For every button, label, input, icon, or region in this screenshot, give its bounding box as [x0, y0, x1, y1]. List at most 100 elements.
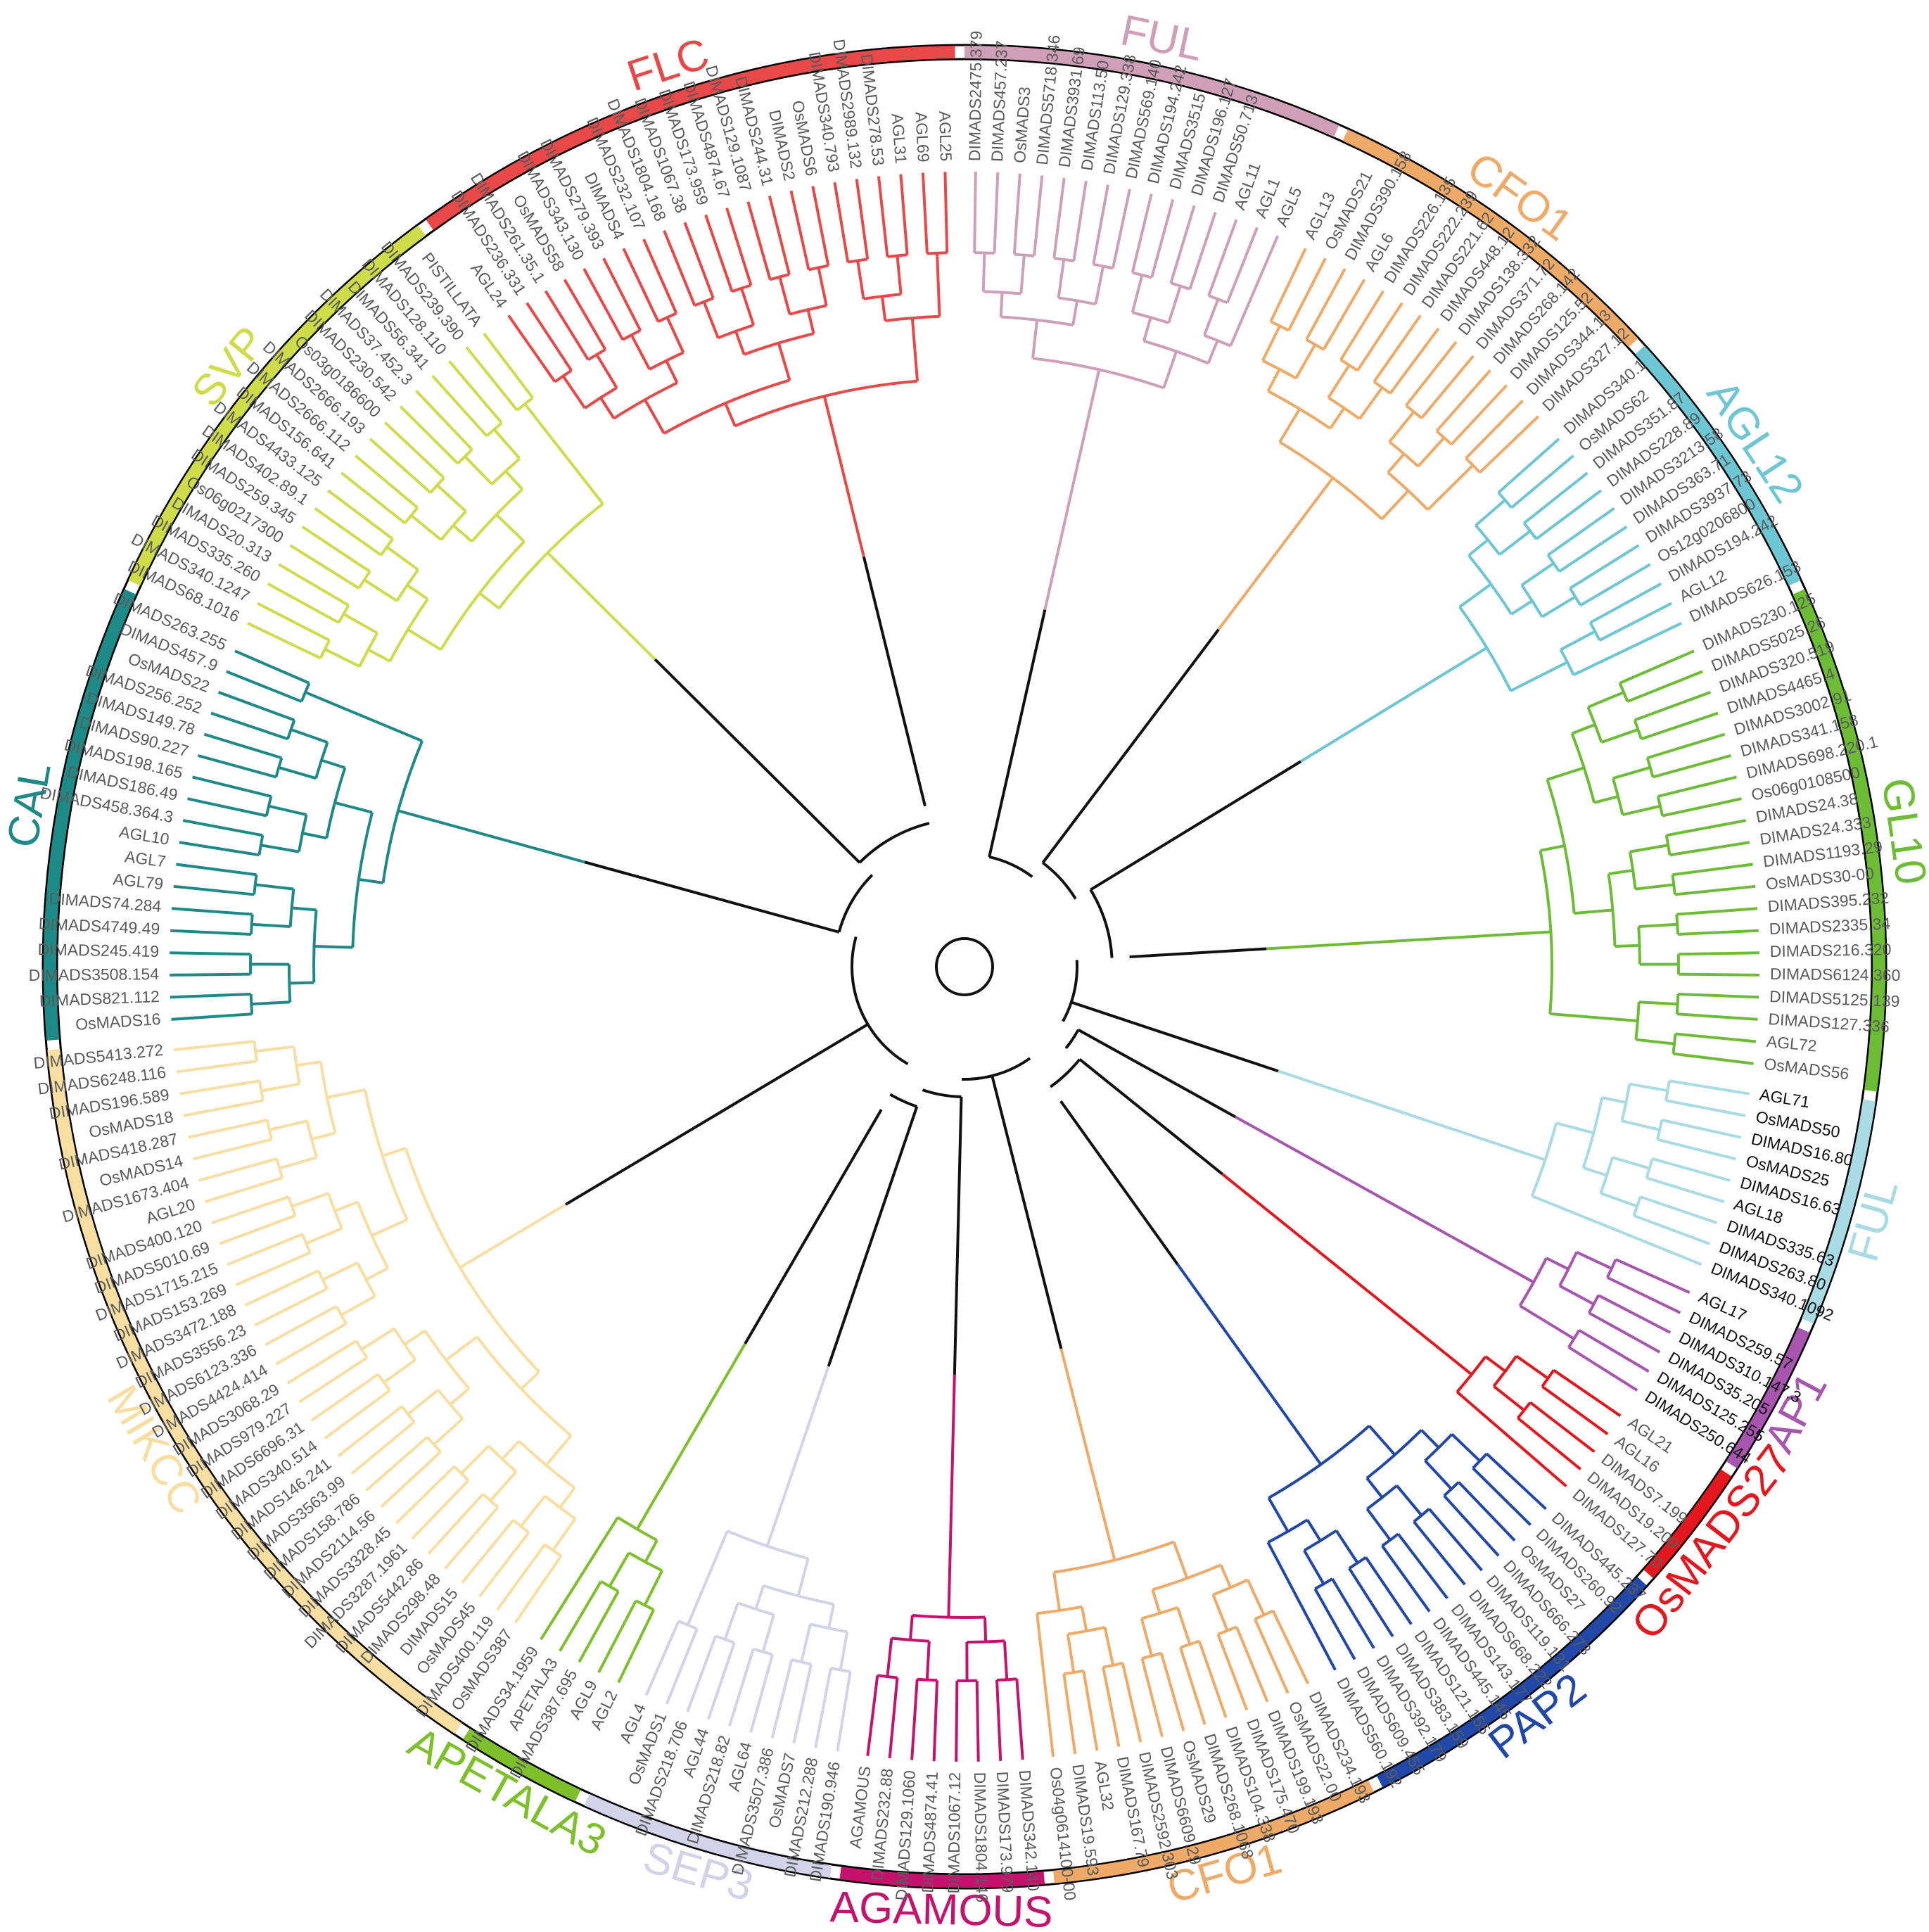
clade-stem: [1176, 1263, 1323, 1466]
branch: [340, 471, 406, 525]
branch: [193, 1138, 272, 1161]
branch: [187, 1119, 268, 1139]
branch: [1606, 1276, 1681, 1314]
branch: [278, 563, 350, 607]
branch: [268, 804, 307, 816]
branch: [324, 1389, 391, 1440]
branch: [1267, 1496, 1290, 1532]
branch: [355, 455, 419, 509]
branch: [1669, 841, 1750, 857]
branch-arc: [600, 1580, 619, 1593]
branch: [881, 295, 887, 322]
branch: [1329, 407, 1346, 430]
branch: [1588, 1311, 1661, 1354]
branch: [886, 1638, 893, 1677]
branch-arc: [544, 1543, 562, 1558]
branch: [1015, 1679, 1024, 1760]
branch: [203, 732, 282, 760]
branch: [1225, 227, 1259, 304]
branch: [1142, 317, 1152, 342]
branch: [1676, 1012, 1758, 1021]
branch: [1219, 1564, 1233, 1589]
branch: [724, 402, 737, 427]
branch: [244, 1269, 319, 1307]
branch-arc: [1664, 834, 1672, 856]
branch: [275, 1322, 347, 1366]
branch: [704, 214, 734, 292]
branch: [1472, 1467, 1532, 1526]
branch: [286, 1340, 357, 1385]
branch: [723, 1602, 739, 1640]
branch-arc: [317, 1270, 329, 1290]
branch: [1593, 795, 1619, 804]
branch: [761, 1614, 775, 1653]
clade-ring-segment: [1793, 589, 1886, 1092]
branch: [298, 1356, 368, 1404]
branch: [1167, 285, 1182, 324]
branch-arc: [1270, 320, 1290, 332]
branch: [1381, 1545, 1431, 1613]
branch: [427, 1493, 485, 1555]
branch: [827, 1603, 835, 1629]
branch: [381, 1147, 407, 1157]
branch: [383, 421, 445, 479]
backbone-branch: [1059, 1100, 1179, 1265]
branch-arc: [717, 324, 754, 340]
branch-arc: [891, 1637, 929, 1643]
branch-arc: [1032, 357, 1164, 390]
clade-ring-segment: [1643, 1469, 1732, 1579]
branch: [210, 711, 288, 741]
clade-stem: [1221, 1172, 1473, 1376]
leaf-label: DIMADS2475.379: [965, 31, 986, 162]
backbone-arc: [1050, 1058, 1081, 1088]
branch: [367, 648, 391, 663]
branch: [1033, 175, 1044, 257]
leaf-label-group: DIMADS2475.379 DIMADS457.237OsMADS3DIMADS…: [29, 31, 1901, 1903]
branch: [559, 1580, 603, 1652]
leaf-label: AGAMOUS: [846, 1765, 874, 1850]
branch: [1380, 490, 1410, 521]
branch: [198, 754, 276, 779]
branch: [179, 841, 260, 857]
leaf-label: OsMADS56: [1763, 1055, 1850, 1083]
branch: [251, 1000, 291, 1006]
leaf-label: AGL7: [124, 847, 167, 870]
branch: [1626, 670, 1703, 703]
branch: [866, 1675, 879, 1756]
branch: [254, 1287, 328, 1327]
leaf-label: AGL79: [113, 870, 165, 893]
branch-arc: [257, 834, 265, 856]
branch-arc: [1611, 777, 1624, 815]
branch-arc: [298, 814, 308, 852]
clade-ring-segment: [1802, 1099, 1876, 1324]
branch: [1636, 1038, 1675, 1046]
branch: [1572, 621, 1682, 677]
branch: [337, 1405, 403, 1458]
branch: [1435, 369, 1491, 432]
branch: [267, 582, 340, 624]
branch: [1612, 1156, 1650, 1170]
branch: [1294, 343, 1317, 379]
branch: [1365, 1477, 1384, 1499]
branch: [559, 1487, 576, 1508]
branch-arc: [286, 719, 296, 739]
branch: [1517, 1416, 1581, 1470]
branch-arc: [731, 284, 752, 293]
branch: [1269, 248, 1307, 322]
leaf-label: AGL31: [888, 113, 910, 164]
backbone-arc: [1064, 1029, 1080, 1050]
branch: [334, 1200, 359, 1213]
branch: [599, 397, 616, 419]
branch: [1417, 436, 1446, 468]
branch-arc: [791, 1658, 812, 1666]
branch: [1313, 1588, 1356, 1660]
branch: [182, 819, 263, 837]
branch: [544, 290, 590, 361]
branch: [305, 1227, 343, 1245]
branch: [1638, 922, 1678, 929]
branch: [1057, 259, 1066, 298]
branch: [399, 405, 459, 465]
branch: [247, 621, 322, 660]
clade-stem: [1278, 1069, 1546, 1162]
